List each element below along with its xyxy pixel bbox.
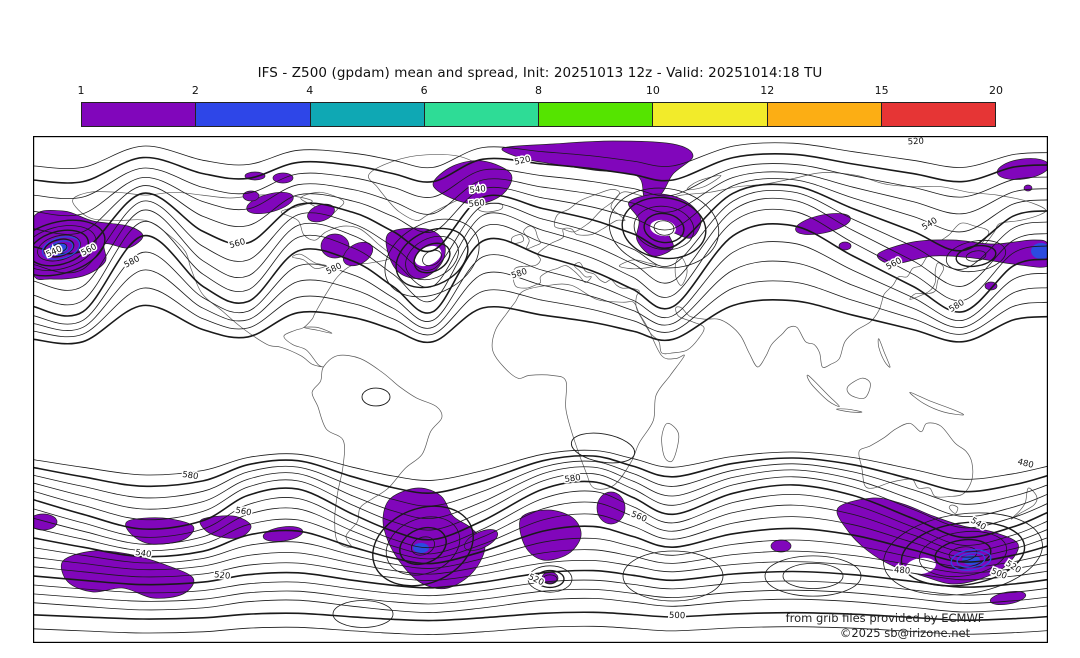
contour-label: 580 [123, 254, 142, 270]
colorbar-tick-label: 10 [645, 84, 660, 97]
contour-label: 500 [989, 566, 1008, 581]
contour-label: 560 [629, 509, 648, 524]
colorbar-tick-label: 12 [760, 84, 775, 97]
contour-label: 580 [564, 473, 581, 485]
colorbar-tick-label: 20 [989, 84, 1003, 97]
attribution-copyright: ©2025 sb@irizone.net [840, 626, 971, 640]
contour-label: 580 [182, 470, 199, 482]
contour-label: 480 [894, 565, 911, 576]
colorbar-tick-labels: 1 2 4 6 8 10 12 15 20 [0, 84, 1080, 98]
colorbar-tick-label: 4 [306, 84, 314, 97]
colorbar-segment [310, 103, 425, 126]
colorbar-segment [196, 103, 311, 126]
contour-label: 480 [1016, 457, 1034, 471]
contour-label: 540 [920, 216, 939, 233]
colorbar-segment [767, 103, 882, 126]
contour-lines-group [33, 142, 1048, 635]
colorbar-tick-label: 1 [77, 84, 85, 97]
contour-label: 540 [135, 548, 152, 560]
colorbar [81, 102, 996, 127]
contour-label: 520 [908, 137, 925, 148]
contour-label: 500 [669, 611, 686, 622]
contour-label: 580 [325, 261, 344, 277]
colorbar-tick-label: 6 [420, 84, 428, 97]
colorbar-segment [653, 103, 768, 126]
colorbar-segment [424, 103, 539, 126]
coastlines-group [72, 154, 1047, 548]
chart-title: IFS - Z500 (gpdam) mean and spread, Init… [257, 65, 823, 81]
map-border [33, 136, 1048, 643]
colorbar-tick-label: 15 [874, 84, 889, 97]
map-canvas: 520 520 540 560 580 540 560 580 560 580 540 560 580 5… [33, 136, 1048, 643]
colorbar-tick-label: 8 [535, 84, 542, 97]
colorbar-tick-label: 2 [191, 84, 199, 97]
attribution-source: from grib files provided by ECMWF [786, 611, 985, 625]
contour-label: 540 [469, 184, 486, 196]
contour-label: 560 [468, 198, 485, 210]
colorbar-segment [539, 103, 654, 126]
contour-label: 560 [228, 237, 246, 251]
contour-label: 580 [510, 267, 529, 282]
contour-label: 520 [514, 154, 532, 167]
colorbar-segment [82, 103, 197, 126]
map-content: 520 520 540 560 580 540 560 580 560 580 540 560 580 5… [33, 136, 1048, 640]
colorbar-segment [881, 103, 995, 126]
contour-label: 520 [214, 570, 231, 582]
contour-label: 560 [234, 506, 252, 519]
